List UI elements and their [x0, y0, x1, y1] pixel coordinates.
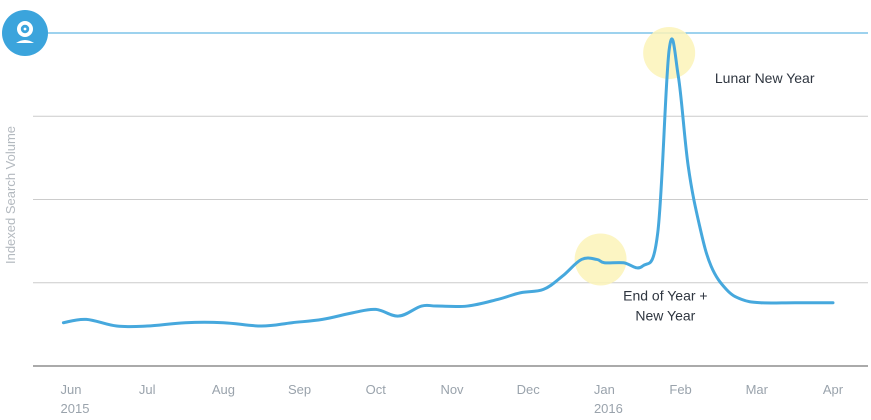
- x-tick-year: 2015: [61, 401, 90, 416]
- gridlines: [33, 115, 868, 367]
- x-tick-label: Dec: [517, 382, 541, 397]
- x-tick-label: Feb: [669, 382, 691, 397]
- y-axis-label: Indexed Search Volume: [3, 126, 18, 264]
- annotation-lunar-new-year: Lunar New Year: [715, 70, 815, 86]
- x-tick-label: Nov: [440, 382, 464, 397]
- x-tick-label: Jun: [61, 382, 82, 397]
- annotation-end-of-year-line: End of Year +: [623, 288, 707, 304]
- x-tick-label: Oct: [366, 382, 387, 397]
- series-line: [61, 37, 835, 329]
- x-tick-label: Mar: [746, 382, 769, 397]
- x-tick-label: Apr: [823, 382, 844, 397]
- x-tick-label: Jul: [139, 382, 156, 397]
- x-tick-year: 2016: [594, 401, 623, 416]
- webcam-icon: [16, 21, 34, 43]
- annotations: Lunar New Year End of Year + New Year: [623, 70, 815, 324]
- logo[interactable]: [2, 10, 48, 56]
- x-axis: Jun 2015 Jul Aug Sep Oct Nov Dec Jan 2016 Feb Mar Ap…: [61, 382, 844, 416]
- x-tick-label: Aug: [212, 382, 235, 397]
- x-tick-label: Sep: [288, 382, 311, 397]
- x-tick-label: Jan: [594, 382, 615, 397]
- annotation-end-of-year-line: New Year: [635, 308, 695, 324]
